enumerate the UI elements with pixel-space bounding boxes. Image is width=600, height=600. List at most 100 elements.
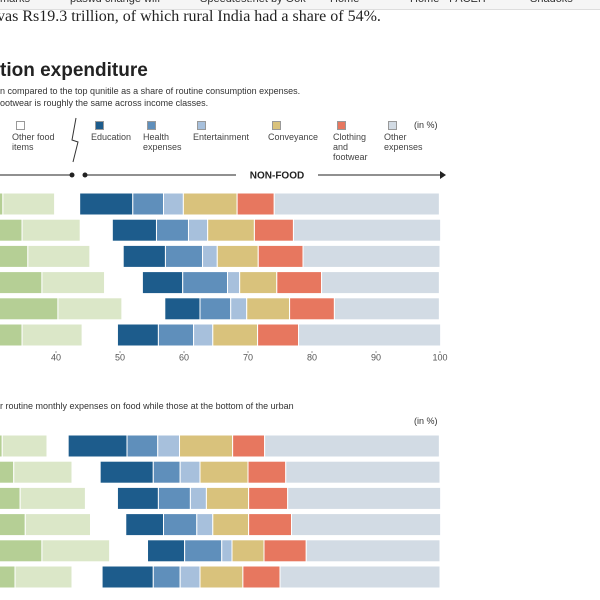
bar-segment [298,323,442,347]
subtitle: ootwear is roughly the same across incom… [0,98,209,108]
bar-segment [126,434,159,458]
bar-segment [132,192,165,216]
bar-segment [239,271,278,295]
bar-segment [41,539,111,563]
bar-segment [196,513,214,537]
bar-segment [24,513,92,537]
bar-segment [71,565,103,589]
annotation: NON-FOOD [250,171,304,182]
bar-segment [99,460,154,484]
legend-label: Conveyance [268,132,319,142]
legend-label: Entertainment [193,132,250,142]
bar-segment [0,460,15,484]
bar-segment [157,323,195,347]
bar-segment [81,323,118,347]
bar-segment [285,460,441,484]
article-text: vas Rs19.3 trillion, of which rural Indi… [0,8,381,25]
bar-segment [19,486,86,510]
bookmark[interactable]: marks [0,0,30,5]
bar-segment [253,218,294,242]
bar-segment [116,486,159,510]
bar-segment [141,271,184,295]
bar-segment [21,323,83,347]
bar-segment [152,460,181,484]
x-tick-label: 60 [179,352,189,362]
axis-break [71,117,79,163]
legend-label: Education [91,132,132,142]
bar-segment [122,244,166,268]
bar-segment [179,460,201,484]
bar-segment [321,271,440,295]
bar-segment [273,192,440,216]
bar-segment [152,565,181,589]
bar-segment [157,434,181,458]
bar-segment [116,323,159,347]
bar-segment [232,434,266,458]
bar-segment [79,218,113,242]
bar-segment [212,513,250,537]
bar-segment [187,218,209,242]
annotation-bg [236,167,318,183]
legend-swatch [197,121,206,130]
bar-segment [121,297,166,321]
bar-segment [104,271,143,295]
legend-label: Other expenses [384,132,423,152]
bar-segment [247,460,287,484]
bar-segment [289,297,335,321]
bar-segment [0,323,23,347]
bracket-end [82,172,88,178]
bar-segment [291,513,442,537]
bar-segment [14,565,73,589]
bar-segment [164,297,201,321]
bar-segment [230,297,248,321]
bar-segment [163,192,184,216]
bookmark[interactable]: Speedtest.net by Ook [200,0,306,5]
bar-segment [193,323,214,347]
bar-segment [57,297,123,321]
unit-label: (in %) [414,416,438,426]
bookmark[interactable]: Shadoks [530,0,573,5]
subtitle: r routine monthly expenses on food while… [0,401,294,411]
x-tick-label: 40 [51,352,61,362]
bar-segment [155,218,189,242]
x-tick-label: 50 [115,352,125,362]
chart-title: tion expenditure [0,60,148,81]
bar-segment [231,539,265,563]
bar-segment [202,244,218,268]
bar-segment [147,539,186,563]
bar-segment [184,539,223,563]
x-tick-label: 100 [432,352,447,362]
bookmark[interactable]: Home [330,0,359,5]
bar-segment [79,192,134,216]
bar-segment [333,297,440,321]
bar-segment [236,192,275,216]
legend-label: Clothing and footwear [333,132,368,162]
bar-segment [179,565,201,589]
bar-segment [221,539,233,563]
legend-swatch [272,121,281,130]
bar-segment [0,513,26,537]
legend-swatch [337,121,346,130]
bar-segment [164,244,204,268]
bar-segment [0,486,21,510]
bar-segment [13,460,73,484]
bar-segment [27,244,91,268]
x-tick-label: 80 [307,352,317,362]
bookmark[interactable]: paswd change wifi [70,0,160,5]
legend-label: Other food items [12,132,55,152]
bracket-end [69,172,75,178]
bar-segment [182,271,229,295]
unit-label: (in %) [414,120,438,130]
bar-segment [101,565,154,589]
bar-segment [276,271,323,295]
legend-swatch [388,121,397,130]
legend-label: Health expenses [143,132,182,152]
bar-segment [248,486,289,510]
bar-segment [287,486,442,510]
bar-segment [0,565,16,589]
bar-segment [189,486,207,510]
bookmark[interactable]: Home - FACEIT [410,0,488,5]
legend-swatch [147,121,156,130]
bar-segment [67,434,128,458]
